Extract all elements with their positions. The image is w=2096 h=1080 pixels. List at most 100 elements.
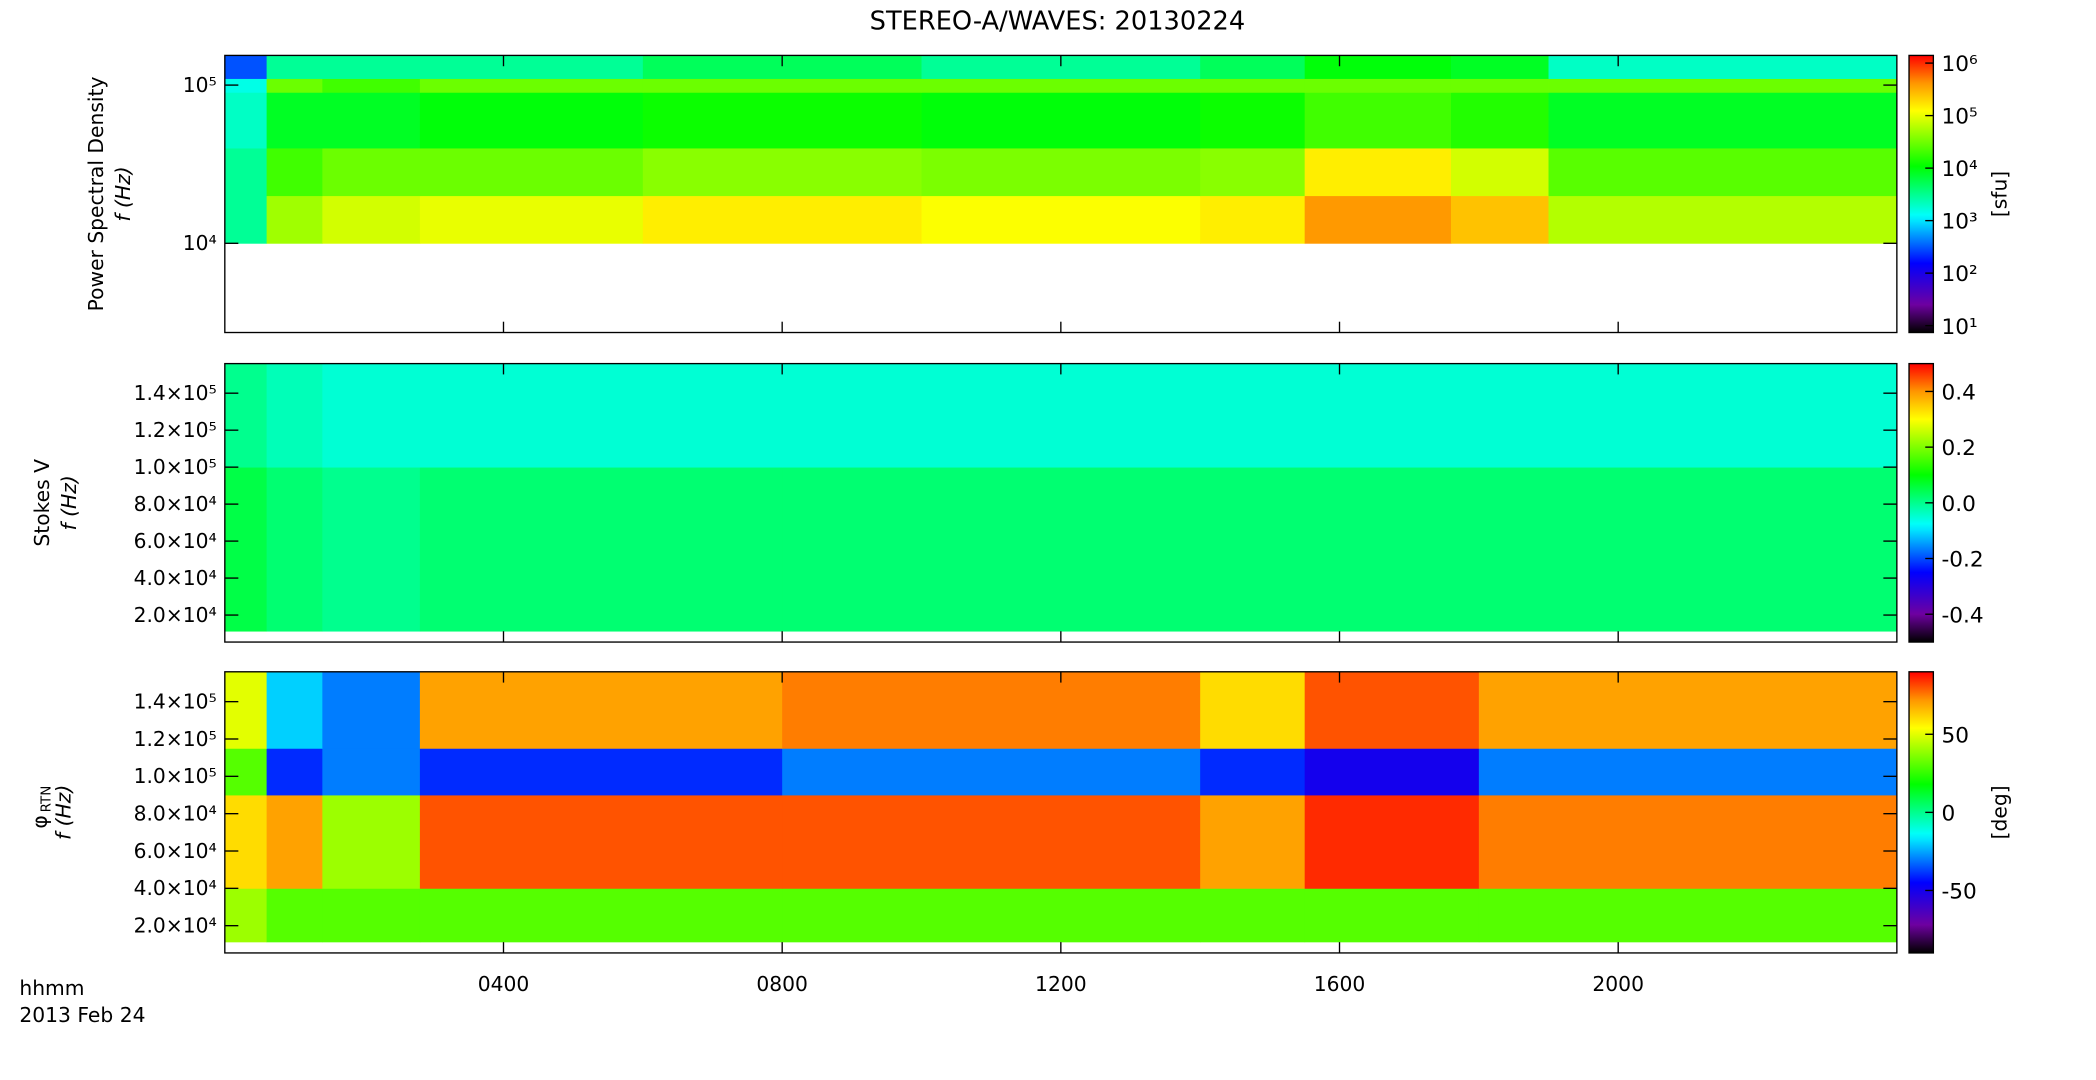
heatmap-cell xyxy=(224,55,268,79)
heatmap-cell xyxy=(782,795,1201,889)
heatmap-cell xyxy=(1339,363,1898,468)
y-axis-label: Power Spectral Density xyxy=(84,77,108,312)
x-tick-label: 1200 xyxy=(1035,972,1087,996)
heatmap-cell xyxy=(1548,55,1898,79)
heatmap-cell xyxy=(419,467,783,632)
y-tick-label: 1.0×10⁵ xyxy=(134,455,217,479)
heatmap-cell xyxy=(322,195,421,244)
heatmap-cell xyxy=(419,671,783,749)
heatmap-cell xyxy=(1304,78,1452,93)
heatmap-cell xyxy=(1478,748,1898,796)
heatmap-cell xyxy=(224,467,268,632)
heatmap-cell xyxy=(1304,888,1480,943)
x-axis-label: hhmm xyxy=(19,976,84,1000)
y-axis-label-subscript: RTN xyxy=(38,786,54,813)
heatmap-cell xyxy=(1304,55,1452,79)
heatmap-cell xyxy=(1200,795,1306,889)
heatmap-cell xyxy=(1548,195,1898,244)
heatmap-cell xyxy=(1304,795,1480,889)
heatmap-cell xyxy=(322,467,421,632)
heatmap-cell xyxy=(322,748,421,796)
x-tick-label: 1600 xyxy=(1314,972,1366,996)
colorbar-tick-label: 50 xyxy=(1941,723,1969,748)
heatmap-cell xyxy=(419,795,783,889)
heatmap-cell xyxy=(224,195,268,244)
y-tick-label: 1.0×10⁵ xyxy=(134,764,217,788)
heatmap-cell xyxy=(224,671,268,749)
colorbar-tick-label: 0 xyxy=(1941,801,1955,826)
colorbar-tick-label: -50 xyxy=(1941,880,1976,905)
heatmap-cell xyxy=(1304,748,1480,796)
heatmap-cell xyxy=(921,78,1201,93)
heatmap-cell xyxy=(1450,92,1549,149)
heatmap-cell xyxy=(266,467,323,632)
heatmap-cell xyxy=(322,671,421,749)
heatmap-cell xyxy=(1339,467,1898,632)
x-tick-label: 0800 xyxy=(756,972,808,996)
heatmap-cell xyxy=(266,795,323,889)
y-tick-label: 2.0×10⁴ xyxy=(134,603,217,627)
y-axis-label: f (Hz) xyxy=(111,166,135,221)
heatmap-cell xyxy=(1450,148,1549,197)
heatmap-cell xyxy=(642,195,922,244)
heatmap-cell xyxy=(419,55,644,79)
heatmap-cell xyxy=(1304,148,1452,197)
heatmap-cell xyxy=(921,148,1201,197)
y-tick-label: 1.4×10⁵ xyxy=(134,689,217,713)
heatmap-cell xyxy=(322,55,421,79)
heatmap-cell xyxy=(224,888,268,943)
colorbar xyxy=(1908,54,1935,334)
y-tick-label: 4.0×10⁴ xyxy=(134,566,217,590)
heatmap-cell xyxy=(322,795,421,889)
y-tick-label: 1.4×10⁵ xyxy=(134,381,217,405)
heatmap-cell xyxy=(782,888,1201,943)
colorbar-tick-label: 0.4 xyxy=(1941,381,1975,406)
heatmap-cell xyxy=(782,467,1340,632)
x-tick-label: 0400 xyxy=(478,972,530,996)
heatmap-cell xyxy=(1200,148,1306,197)
heatmap-cell xyxy=(642,148,922,197)
y-tick-label: 2.0×10⁴ xyxy=(134,913,217,937)
heatmap-cell xyxy=(1200,55,1306,79)
heatmap-cell xyxy=(322,92,421,149)
heatmap-cell xyxy=(782,671,1201,749)
y-tick-label: 1.2×10⁵ xyxy=(134,418,217,442)
y-tick-label: 4.0×10⁴ xyxy=(134,876,217,900)
colorbar-label: [sfu] xyxy=(1987,171,2011,217)
heatmap-cell xyxy=(921,92,1201,149)
heatmap-cell xyxy=(266,78,323,93)
colorbar-label: [deg] xyxy=(1987,785,2011,839)
colorbar-tick-label: 10¹ xyxy=(1941,315,1977,340)
heatmap-cell xyxy=(1450,55,1549,79)
heatmap-cell xyxy=(1304,671,1480,749)
heatmap-cell xyxy=(419,363,783,468)
heatmap-cell xyxy=(266,92,323,149)
colorbar-tick-label: -0.2 xyxy=(1941,548,1983,573)
heatmap-cell xyxy=(322,78,421,93)
heatmap-cell xyxy=(1450,78,1549,93)
heatmap-cell xyxy=(1200,78,1306,93)
x-tick-label: 2000 xyxy=(1592,972,1644,996)
heatmap-cell xyxy=(266,148,323,197)
heatmap-cell xyxy=(266,748,323,796)
heatmap-cell xyxy=(419,92,644,149)
heatmap-cell xyxy=(419,148,644,197)
y-axis-label: f (Hz) xyxy=(52,785,76,840)
heatmap-cell xyxy=(419,748,783,796)
heatmap-cell xyxy=(642,78,922,93)
heatmap-cell xyxy=(224,795,268,889)
chart-title: STEREO-A/WAVES: 20130224 xyxy=(870,7,1246,37)
x-axis-date: 2013 Feb 24 xyxy=(19,1003,145,1027)
y-axis-label: φ xyxy=(27,815,51,828)
heatmap-cell xyxy=(322,148,421,197)
heatmap-cell xyxy=(224,148,268,197)
heatmap-cell xyxy=(642,55,922,79)
heatmap-cell xyxy=(921,195,1201,244)
colorbar-tick-label: 10⁴ xyxy=(1941,157,1977,182)
heatmap-cell xyxy=(266,363,323,468)
y-tick-label: 8.0×10⁴ xyxy=(134,492,217,516)
heatmap-cell xyxy=(1200,888,1306,943)
colorbar-tick-label: 10³ xyxy=(1941,210,1977,235)
heatmap-cell xyxy=(782,748,1201,796)
